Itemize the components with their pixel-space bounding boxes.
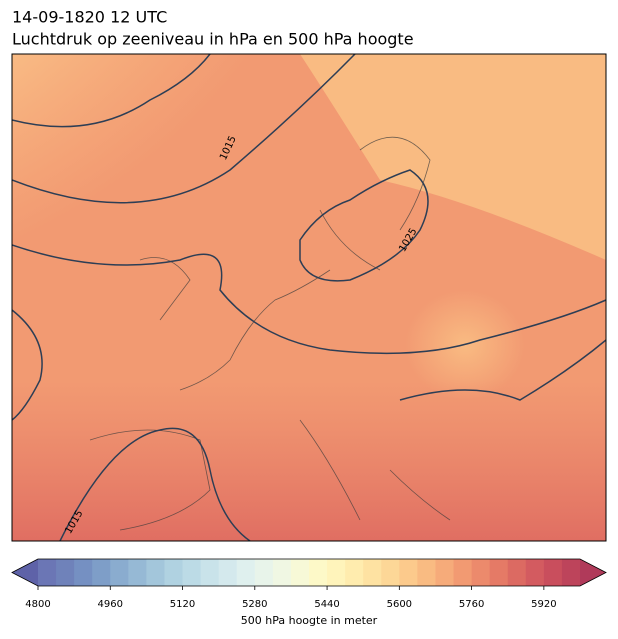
colorbar-segment [92, 559, 111, 586]
isobar [12, 54, 211, 128]
colorbar-outline [11, 558, 607, 587]
isobar [12, 309, 43, 421]
colorbar-segment [74, 559, 93, 586]
colorbar-segment [471, 559, 491, 586]
height-zone [12, 380, 606, 541]
colorbar-segment [164, 559, 184, 586]
colorbar-segment [507, 559, 527, 586]
height-zone [300, 54, 606, 260]
colorbar-segment [345, 559, 364, 586]
colorbar-segment [182, 559, 202, 586]
colorbar-extend [12, 559, 38, 586]
colorbar-extend [580, 559, 606, 586]
colorbar-segment [146, 559, 165, 586]
colorbar-segment [363, 559, 382, 586]
colorbar-tick-label: 5440 [314, 599, 339, 610]
colorbar-segment [218, 559, 238, 586]
colorbar-segment [453, 559, 473, 586]
subtitle: Luchtdruk op zeeniveau in hPa en 500 hPa… [12, 30, 414, 49]
height-zone [12, 54, 342, 314]
colorbar-segment [543, 559, 563, 586]
coastline [89, 136, 451, 531]
colorbar-label: 500 hPa hoogte in meter [241, 614, 378, 627]
colorbar-segment [38, 559, 57, 586]
colorbar-tick-label: 5920 [531, 599, 556, 610]
colorbar-segment [561, 559, 581, 586]
colorbar-segment [327, 559, 346, 586]
colorbar: 4800 4960 5120 5280 5440 5600 5760 5920 [11, 558, 607, 610]
colorbar-segment [290, 559, 310, 586]
isobar [399, 339, 606, 401]
isobar [59, 427, 251, 541]
colorbar-tick-label: 5120 [170, 599, 195, 610]
colorbar-segment [489, 559, 509, 586]
colorbar-segment [309, 559, 328, 586]
colorbar-tick-label: 5280 [242, 599, 267, 610]
colorbar-segment [435, 559, 455, 586]
isobar [299, 169, 429, 282]
colorbar-segment [110, 559, 129, 586]
colorbar-segment [417, 559, 436, 586]
colorbar-segment [200, 559, 220, 586]
colorbar-segment [236, 559, 256, 586]
title: 14-09-1820 12 UTC [12, 8, 167, 27]
colorbar-segment [399, 559, 418, 586]
colorbar-tick-label: 5600 [387, 599, 412, 610]
map [12, 54, 606, 541]
colorbar-segment [56, 559, 75, 586]
colorbar-segment [128, 559, 147, 586]
colorbar-segment [254, 559, 274, 586]
colorbar-segment [525, 559, 545, 586]
isobar [12, 244, 606, 355]
colorbar-tick-label: 5760 [459, 599, 484, 610]
colorbar-tick-label: 4960 [98, 599, 123, 610]
colorbar-segment [272, 559, 292, 586]
isobar [12, 54, 356, 204]
map-frame [11, 53, 607, 542]
colorbar-segment [381, 559, 400, 586]
colorbar-tick-label: 4800 [25, 599, 50, 610]
